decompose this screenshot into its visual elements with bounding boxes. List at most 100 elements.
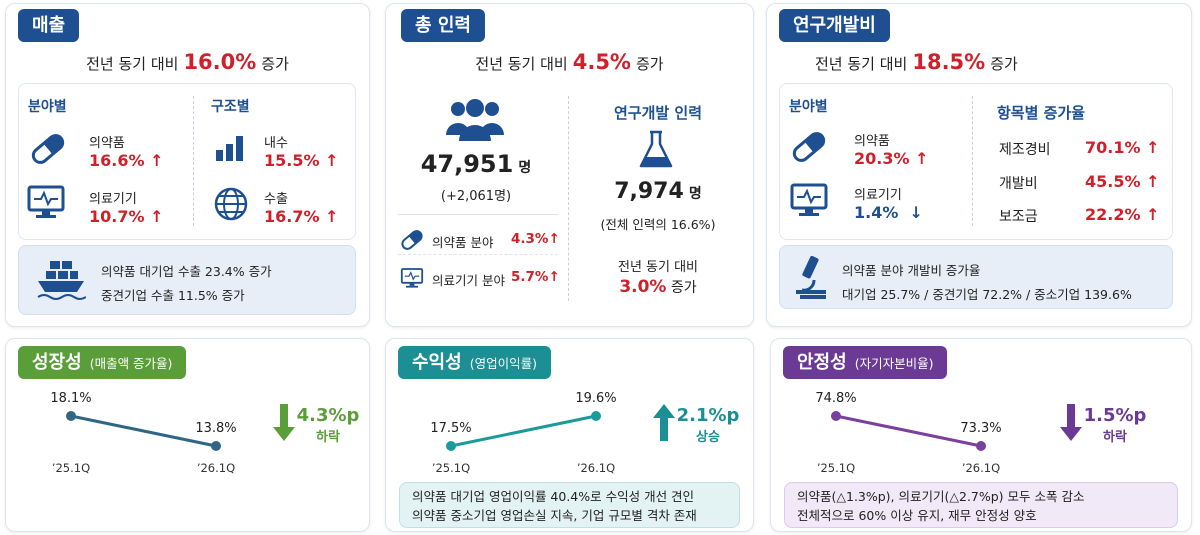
point: [591, 411, 601, 421]
item-value: 10.7% ↑: [89, 207, 164, 226]
note-box: [779, 245, 1173, 309]
item-label: 내수: [264, 136, 288, 151]
x-tick-label: ’26.1Q: [197, 461, 235, 475]
line-chart: 18.1% ’25.1Q 13.8% ’26.1Q 4.3%p 하락: [50, 391, 360, 475]
monitor-icon: [27, 185, 65, 218]
bar-icon: [216, 136, 243, 161]
item-value: 16.6% ↑: [89, 151, 164, 170]
total-change: (+2,061명): [440, 189, 512, 204]
chart-title-pill: 수익성 (영업이익률): [398, 346, 551, 379]
profitability-card: 수익성 (영업이익률) 17.5% ’25.1Q 19.6% ’26.1Q 2.1%p 상승 의…: [385, 338, 754, 532]
divider: [193, 96, 194, 226]
item-value: 70.1% ↑: [1085, 138, 1160, 157]
note-line: 의약품 대기업 영업이익률 40.4%로 수익성 개선 견인: [412, 489, 695, 504]
divider: [972, 96, 973, 226]
item-value: 22.2% ↑: [1085, 205, 1160, 224]
summary-value: 4.5%: [572, 50, 631, 74]
change-arrow: [273, 404, 295, 441]
chart-title: 수익성: [412, 352, 462, 373]
total: 47,951 명: [386, 150, 566, 178]
value-label: 74.8%: [815, 391, 856, 406]
detail-box: [779, 83, 1173, 240]
divider: [398, 214, 558, 215]
x-tick-label: ’25.1Q: [52, 461, 90, 475]
microscope-icon: [796, 255, 826, 299]
item-value: 5.7%↑: [511, 269, 560, 285]
change-value: 4.3%p: [297, 405, 360, 426]
rd-change-suffix: 증가: [670, 280, 697, 296]
monitor-icon: [790, 183, 828, 216]
x-tick-label: ’26.1Q: [962, 461, 1000, 475]
summary-suffix: 증가: [261, 55, 289, 73]
change-arrow: [653, 404, 675, 441]
rd-total: 7,974 명: [568, 179, 748, 204]
detail-box: [18, 83, 356, 240]
rd-unit: 명: [688, 186, 702, 202]
note-line: 중견기업 수출 11.5% 증가: [101, 288, 245, 303]
x-tick-label: ’25.1Q: [817, 461, 855, 475]
point: [446, 441, 456, 451]
card-title: 연구개발비: [779, 9, 890, 42]
summary-value: 18.5%: [912, 50, 986, 74]
flask-icon: [639, 130, 673, 168]
divider: [398, 254, 558, 255]
item-value: 15.5% ↑: [264, 151, 339, 170]
note-line: 의약품 분야 개발비 증가율: [842, 263, 981, 278]
pill-icon: [792, 132, 826, 162]
workforce-card: 총 인력 전년 동기 대비 4.5% 증가 47,951 명 (+2,061명) 의…: [385, 3, 754, 327]
item-label: 보조금: [999, 209, 1038, 225]
rd-change-line: 3.0% 증가: [568, 277, 748, 297]
item-value: 45.5% ↑: [1085, 172, 1160, 191]
item-label: 의료기기 분야: [432, 273, 505, 288]
note-box: [18, 245, 356, 315]
item-label: 의약품: [89, 136, 125, 151]
chart-subtitle: (매출액 증가율): [89, 356, 173, 371]
summary: 전년 동기 대비 18.5% 증가: [767, 50, 1191, 74]
summary-prefix: 전년 동기 대비: [475, 55, 568, 73]
card-title: 총 인력: [401, 9, 485, 42]
x-tick-label: ’26.1Q: [577, 461, 615, 475]
line-chart: 17.5% ’25.1Q 19.6% ’26.1Q 2.1%p 상승: [430, 391, 740, 475]
rd-change: 3.0%: [619, 277, 667, 297]
line: [835, 414, 982, 448]
item-label: 수출: [264, 192, 288, 207]
item-value: 4.3%↑: [511, 231, 560, 247]
summary: 전년 동기 대비 4.5% 증가: [386, 50, 753, 74]
sales-card: 매출 전년 동기 대비 16.0% 증가 분야별 의약품 16.6% ↑ 의료기기 …: [5, 3, 370, 327]
item-value: 1.4% ↓: [854, 203, 923, 222]
line-chart: 74.8% ’25.1Q 73.3% ’26.1Q 1.5%p 하락: [815, 391, 1147, 475]
divider: [568, 96, 569, 301]
ship-icon: [37, 261, 86, 300]
change-value: 1.5%p: [1084, 405, 1147, 426]
note-line: 대기업 25.7% / 중견기업 72.2% / 중소기업 139.6%: [842, 287, 1132, 302]
summary-suffix: 증가: [635, 55, 664, 73]
rd-cost-card: 연구개발비 전년 동기 대비 18.5% 증가 분야별 의약품 20.3% ↑ 의료…: [766, 3, 1192, 327]
item-label: 의약품 분야: [432, 235, 494, 250]
chart-title-pill: 성장성 (매출액 증가율): [18, 346, 187, 379]
item-label: 제조경비: [999, 142, 1051, 158]
summary-suffix: 증가: [990, 55, 1018, 73]
note-box: 의약품(△1.3%p), 의료기기(△2.7%p) 모두 소폭 감소 전체적으로 …: [784, 482, 1178, 528]
point: [211, 441, 221, 451]
x-tick-label: ’25.1Q: [432, 461, 470, 475]
summary: 전년 동기 대비 16.0% 증가: [6, 50, 369, 74]
globe-icon: [214, 187, 248, 221]
pill-icon: [401, 230, 423, 250]
value-label: 19.6%: [575, 391, 616, 406]
item-label: 의약품: [854, 134, 890, 149]
note-box: 의약품 대기업 영업이익률 40.4%로 수익성 개선 견인 의약품 중소기업 영…: [399, 482, 740, 528]
point: [831, 411, 841, 421]
item-label: 의료기기: [854, 188, 902, 203]
group-title: 구조별: [211, 99, 250, 115]
summary-prefix: 전년 동기 대비: [815, 55, 908, 73]
total-unit: 명: [518, 160, 532, 176]
change-value: 2.1%p: [677, 405, 740, 426]
line: [450, 414, 597, 448]
rd-title: 연구개발 인력: [613, 104, 703, 122]
chart-subtitle: (영업이익률): [469, 356, 537, 371]
card-title: 매출: [18, 9, 80, 42]
total-value: 47,951: [420, 150, 514, 178]
item-label: 개발비: [999, 176, 1038, 192]
growth-card: 성장성 (매출액 증가율) 18.1% ’25.1Q 13.8% ’26.1Q 4.3%p 하…: [5, 338, 370, 532]
